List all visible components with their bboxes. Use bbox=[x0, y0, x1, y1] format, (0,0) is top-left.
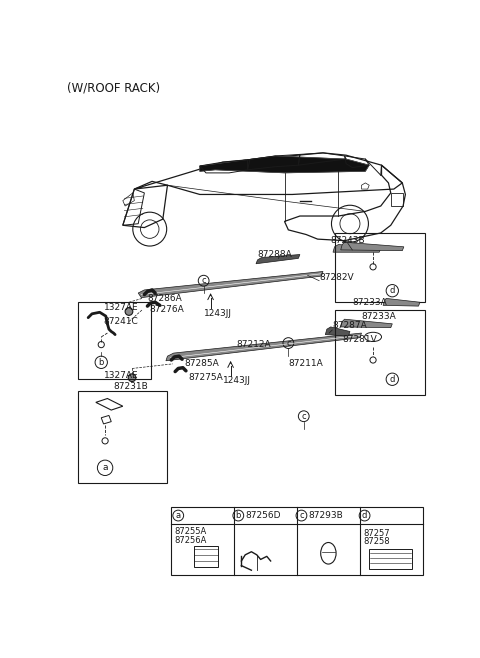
Text: 87233A: 87233A bbox=[361, 312, 396, 320]
Text: 87212A: 87212A bbox=[237, 340, 271, 349]
Text: d: d bbox=[390, 286, 395, 295]
Text: 87282V: 87282V bbox=[319, 273, 354, 282]
Polygon shape bbox=[333, 245, 381, 252]
Text: d: d bbox=[390, 375, 395, 384]
Text: 87286A: 87286A bbox=[147, 294, 182, 303]
Text: 87258: 87258 bbox=[363, 537, 390, 546]
Text: 87288A: 87288A bbox=[258, 250, 292, 259]
Circle shape bbox=[128, 374, 136, 382]
Text: c: c bbox=[301, 412, 306, 420]
Text: 1327AE: 1327AE bbox=[104, 303, 138, 312]
Text: 87256A: 87256A bbox=[174, 536, 207, 545]
Text: 87243B: 87243B bbox=[331, 236, 365, 245]
Bar bbox=[78, 302, 151, 379]
Text: c: c bbox=[201, 276, 206, 285]
Text: c: c bbox=[299, 511, 304, 520]
Text: 87281V: 87281V bbox=[342, 335, 377, 343]
Text: (W/ROOF RACK): (W/ROOF RACK) bbox=[67, 82, 160, 95]
Text: 87256D: 87256D bbox=[245, 511, 281, 520]
Text: b: b bbox=[98, 358, 104, 367]
Bar bbox=[170, 507, 423, 575]
Text: 1243JJ: 1243JJ bbox=[223, 376, 251, 386]
Text: 87255A: 87255A bbox=[174, 527, 206, 536]
Text: d: d bbox=[362, 511, 367, 520]
Text: b: b bbox=[236, 511, 241, 520]
Text: 87241C: 87241C bbox=[104, 317, 138, 326]
Polygon shape bbox=[325, 327, 350, 336]
Text: a: a bbox=[102, 463, 108, 472]
Polygon shape bbox=[166, 333, 361, 361]
Polygon shape bbox=[341, 242, 404, 251]
Text: 1327AE: 1327AE bbox=[104, 371, 138, 380]
Text: 87257: 87257 bbox=[363, 529, 390, 538]
Bar bbox=[78, 391, 167, 483]
Polygon shape bbox=[256, 255, 300, 264]
Text: 87211A: 87211A bbox=[288, 359, 323, 368]
Text: 1243JJ: 1243JJ bbox=[204, 309, 232, 318]
Bar bbox=[335, 310, 425, 395]
Bar bbox=[335, 233, 425, 302]
Text: c: c bbox=[286, 339, 291, 347]
Text: a: a bbox=[176, 511, 181, 520]
Polygon shape bbox=[138, 272, 323, 297]
Text: 87285A: 87285A bbox=[184, 359, 219, 368]
Text: 87287A: 87287A bbox=[332, 321, 367, 330]
Text: 87276A: 87276A bbox=[150, 305, 184, 315]
Text: 87275A: 87275A bbox=[188, 373, 223, 382]
Polygon shape bbox=[341, 319, 392, 328]
Polygon shape bbox=[383, 299, 420, 306]
Polygon shape bbox=[200, 156, 369, 173]
Text: 87293B: 87293B bbox=[308, 511, 343, 520]
Text: 87231B: 87231B bbox=[114, 382, 148, 392]
Circle shape bbox=[125, 308, 133, 315]
Text: 87233A: 87233A bbox=[352, 298, 387, 307]
